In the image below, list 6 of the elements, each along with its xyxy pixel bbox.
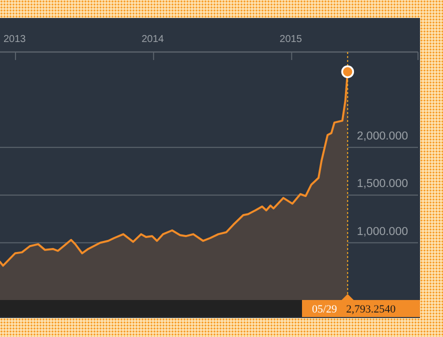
y-tick-label: 1,000.000 <box>356 226 408 238</box>
y-tick-label: 2,000.000 <box>356 130 408 142</box>
x-tick-label: 2014 <box>142 34 164 45</box>
x-tick-label: 2013 <box>4 34 26 45</box>
x-tick-label: 2015 <box>280 34 302 45</box>
y-tick-label: 1,500.000 <box>356 178 408 190</box>
